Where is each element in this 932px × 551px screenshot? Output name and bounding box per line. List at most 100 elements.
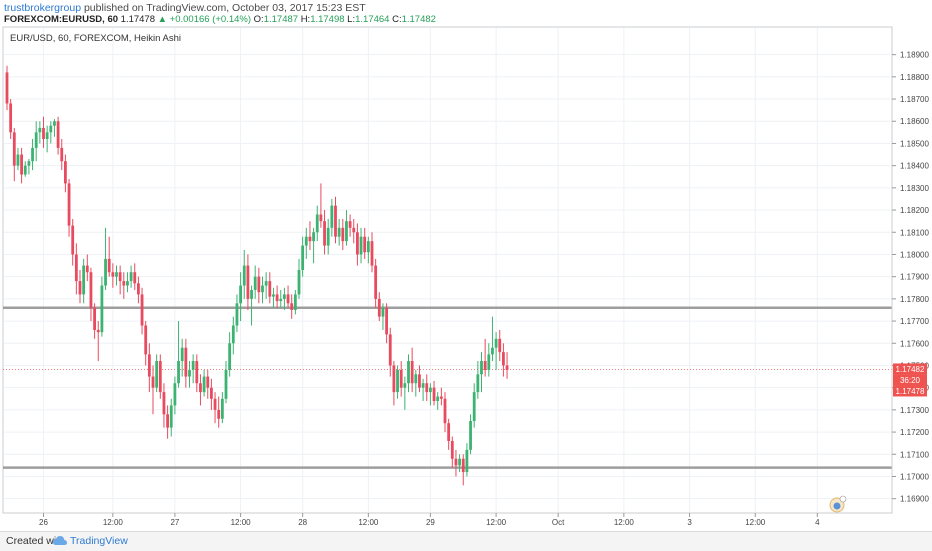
candle[interactable] (312, 227, 315, 264)
candle[interactable] (337, 218, 341, 246)
candle[interactable] (275, 285, 279, 308)
candle[interactable] (137, 276, 140, 304)
candle[interactable] (323, 210, 326, 255)
candle[interactable] (93, 303, 96, 339)
candle[interactable] (429, 383, 432, 406)
candle[interactable] (286, 285, 290, 308)
candle[interactable] (414, 369, 418, 397)
candle[interactable] (177, 321, 180, 388)
candle[interactable] (476, 361, 480, 399)
candle[interactable] (345, 210, 348, 246)
candle[interactable] (9, 99, 13, 140)
candle[interactable] (246, 254, 250, 310)
candle[interactable] (348, 214, 352, 237)
candle[interactable] (118, 265, 122, 295)
candle[interactable] (56, 116, 60, 155)
candle[interactable] (403, 376, 407, 410)
candle[interactable] (253, 265, 257, 299)
candle[interactable] (104, 227, 107, 290)
candle[interactable] (144, 321, 148, 366)
candle[interactable] (319, 183, 323, 228)
candle[interactable] (42, 116, 45, 148)
candle[interactable] (261, 276, 264, 304)
candle[interactable] (480, 352, 483, 393)
candle[interactable] (16, 147, 20, 171)
candle[interactable] (293, 289, 297, 315)
candle[interactable] (505, 352, 509, 379)
candle[interactable] (162, 383, 166, 428)
candle[interactable] (264, 272, 268, 299)
candle[interactable] (461, 454, 465, 486)
candle[interactable] (67, 178, 71, 237)
price-axis[interactable]: 1.18900 1.18800 1.18700 1.18600 1.18500 1.184… (891, 27, 929, 513)
candle[interactable] (191, 354, 195, 384)
candle[interactable] (283, 287, 286, 310)
candle[interactable] (206, 369, 210, 399)
support-resistance-lines[interactable] (3, 306, 892, 469)
candle[interactable] (195, 354, 199, 393)
candle[interactable] (158, 354, 162, 399)
candle[interactable] (45, 125, 49, 153)
candle[interactable] (443, 392, 447, 433)
candle[interactable] (308, 221, 312, 251)
candle[interactable] (184, 338, 188, 388)
candle[interactable] (447, 418, 451, 450)
price-chart[interactable]: 1.18900 1.18800 1.18700 1.18600 1.18500 1.184… (0, 0, 932, 531)
candle[interactable] (34, 121, 38, 162)
candle[interactable] (151, 365, 155, 415)
candle[interactable] (213, 392, 217, 424)
candle[interactable] (366, 236, 370, 264)
candle[interactable] (472, 383, 476, 428)
candle[interactable] (53, 119, 56, 137)
candle[interactable] (202, 369, 206, 397)
tradingview-brand-link[interactable]: TradingView (70, 535, 128, 547)
candle[interactable] (38, 121, 42, 144)
time-axis[interactable]: 26 12:00 27 12:00 28 12:00 29 12:00 Oct 12:00 3 12:… (3, 512, 892, 527)
candle[interactable] (454, 449, 458, 477)
candle[interactable] (235, 294, 239, 333)
candle[interactable] (385, 303, 388, 344)
candle[interactable] (381, 303, 385, 330)
candle[interactable] (326, 218, 330, 255)
candle[interactable] (126, 272, 129, 293)
candle[interactable] (231, 316, 235, 355)
candle[interactable] (210, 378, 213, 410)
candle[interactable] (425, 374, 429, 401)
candle[interactable] (439, 387, 443, 406)
candle[interactable] (20, 147, 23, 184)
candle[interactable] (487, 343, 491, 377)
author-link[interactable]: trustbrokergroup (4, 2, 82, 14)
candle[interactable] (12, 127, 16, 182)
candle[interactable] (239, 272, 242, 322)
candle[interactable] (465, 443, 469, 477)
candle[interactable] (228, 332, 232, 377)
candle[interactable] (268, 272, 272, 304)
candle[interactable] (410, 347, 414, 393)
candle[interactable] (290, 294, 294, 319)
candle[interactable] (71, 218, 75, 266)
candle[interactable] (483, 338, 487, 377)
candle[interactable] (60, 139, 64, 171)
candle[interactable] (359, 227, 363, 264)
candle[interactable] (173, 376, 177, 415)
candle[interactable] (166, 405, 169, 439)
candle[interactable] (469, 414, 472, 455)
candle[interactable] (396, 365, 399, 399)
candle[interactable] (341, 218, 345, 251)
candle[interactable] (188, 361, 191, 388)
candle[interactable] (107, 236, 111, 277)
candle[interactable] (140, 287, 144, 335)
candle[interactable] (133, 263, 137, 290)
candle[interactable] (458, 454, 461, 473)
candle[interactable] (5, 65, 9, 111)
candle[interactable] (502, 343, 505, 377)
candle[interactable] (89, 267, 93, 322)
candle[interactable] (363, 227, 367, 259)
candle[interactable] (250, 285, 253, 326)
candle[interactable] (370, 232, 374, 273)
candle[interactable] (297, 258, 301, 299)
candle[interactable] (392, 361, 396, 406)
candle[interactable] (111, 263, 115, 288)
candle[interactable] (155, 354, 159, 393)
tradingview-badge-icon[interactable] (829, 495, 847, 513)
